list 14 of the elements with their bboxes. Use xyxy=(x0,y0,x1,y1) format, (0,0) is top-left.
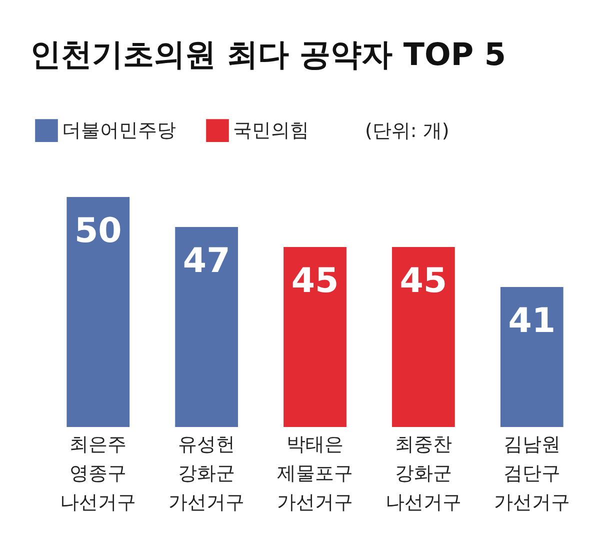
chart-title: 인천기초의원 최다 공약자 TOP 5 xyxy=(30,37,506,73)
data-label: 45 xyxy=(400,261,448,301)
x-tick-label: 최은주 영종구 나선거구 xyxy=(60,434,136,514)
x-tick-label: 최중찬 강화군 나선거구 xyxy=(385,434,462,514)
data-label: 45 xyxy=(291,261,339,301)
text: (단위: 개) xyxy=(365,120,450,142)
data-label: 41 xyxy=(508,301,556,341)
x-tick-label: 김남원 검단구 가선거구 xyxy=(494,434,570,514)
x-tick-label: 유성헌 강화군 가선거구 xyxy=(168,434,245,514)
legend-label: 국민의힘 xyxy=(233,120,309,142)
x-tick-label: 박태은 제물포구 가선거구 xyxy=(277,434,353,514)
legend-label: 더불어민주당 xyxy=(62,120,176,142)
data-label: 50 xyxy=(74,211,122,251)
data-label: 47 xyxy=(182,241,230,281)
